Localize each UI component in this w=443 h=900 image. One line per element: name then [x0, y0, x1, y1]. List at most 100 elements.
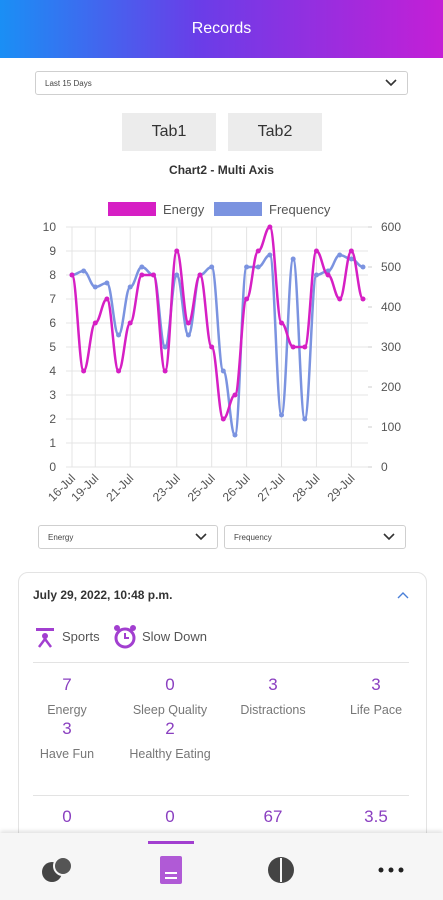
- point: [313, 272, 319, 278]
- point: [92, 284, 98, 290]
- point: [232, 392, 238, 398]
- y-tick-label: 1: [49, 436, 56, 450]
- series-dropdown[interactable]: Energy: [38, 525, 218, 549]
- y-tick-label: 8: [49, 268, 56, 282]
- series-dropdown[interactable]: Frequency: [224, 525, 406, 549]
- tab[interactable]: Tab1: [122, 113, 216, 151]
- metric-value: 0: [165, 675, 175, 694]
- point: [337, 296, 343, 302]
- record-date: July 29, 2022, 10:48 p.m.: [33, 588, 173, 602]
- records-icon[interactable]: [158, 855, 184, 885]
- point: [255, 248, 261, 254]
- metric-label: Life Pace: [349, 703, 403, 717]
- point: [220, 368, 226, 374]
- series-line: [71, 253, 364, 437]
- brain-icon[interactable]: [266, 855, 296, 885]
- select-text: Frequency: [234, 532, 272, 542]
- active-indicator: [148, 841, 194, 844]
- point: [174, 248, 180, 254]
- y-tick-label: 5: [49, 340, 56, 354]
- legend-swatch: [214, 202, 262, 216]
- y2-tick-label: 300: [381, 340, 401, 354]
- range-text: Last 15 Days: [45, 78, 92, 88]
- metric-label: Healthy Eating: [129, 747, 211, 761]
- mood-icon[interactable]: [40, 855, 74, 885]
- tag: Slow Down: [142, 629, 208, 644]
- chart-title: Chart2 - Multi Axis: [169, 163, 274, 177]
- x-tick-label: 19-Jul: [68, 471, 101, 504]
- point: [81, 368, 87, 374]
- x-tick-label: 27-Jul: [255, 471, 288, 504]
- collapse-icon[interactable]: [397, 591, 409, 599]
- tab[interactable]: Tab2: [228, 113, 322, 151]
- point: [209, 344, 215, 350]
- point: [139, 264, 145, 270]
- metric-value: 7: [62, 675, 72, 694]
- x-tick-label: 26-Jul: [220, 471, 253, 504]
- metric-value: 0: [62, 807, 72, 826]
- y-tick-label: 4: [49, 364, 56, 378]
- point: [162, 368, 168, 374]
- point: [290, 344, 296, 350]
- point: [197, 272, 203, 278]
- point: [267, 252, 273, 258]
- y-tick-label: 2: [49, 412, 56, 426]
- point: [244, 296, 250, 302]
- point: [162, 344, 168, 350]
- y2-tick-label: 200: [381, 380, 401, 394]
- point: [313, 248, 319, 254]
- chevron: [195, 533, 207, 541]
- metric-label: Distractions: [240, 703, 306, 717]
- more-icon[interactable]: [378, 867, 404, 873]
- chart: 012345678910010020030040050060016-Jul19-…: [43, 202, 401, 504]
- x-tick-label: 28-Jul: [290, 471, 323, 504]
- point: [92, 320, 98, 326]
- point: [139, 272, 145, 278]
- point: [104, 280, 110, 286]
- clock-icon: [114, 625, 136, 649]
- point: [81, 268, 87, 274]
- y-tick-label: 10: [43, 220, 57, 234]
- metric-value: 0: [165, 807, 175, 826]
- x-tick-label: 21-Jul: [103, 471, 136, 504]
- metric-value: 67: [263, 807, 283, 826]
- point: [348, 248, 354, 254]
- point: [267, 224, 273, 230]
- y2-tick-label: 600: [381, 220, 401, 234]
- point: [279, 412, 285, 418]
- point: [360, 264, 366, 270]
- point: [232, 432, 238, 438]
- tag: Sports: [62, 629, 100, 644]
- point: [116, 368, 122, 374]
- point: [185, 320, 191, 326]
- point: [127, 320, 133, 326]
- header: Records: [0, 0, 443, 58]
- point: [279, 320, 285, 326]
- range-dropdown[interactable]: Last 15 Days: [35, 71, 408, 95]
- point: [337, 252, 343, 258]
- point: [127, 284, 133, 290]
- metric-value: 3.5: [364, 807, 388, 826]
- chevron: [385, 79, 397, 87]
- point: [255, 264, 261, 270]
- y2-tick-label: 100: [381, 420, 401, 434]
- point: [104, 296, 110, 302]
- point: [244, 264, 250, 270]
- metric-value: 3: [62, 719, 72, 738]
- point: [302, 344, 308, 350]
- point: [302, 416, 308, 422]
- sports-icon: [36, 628, 54, 648]
- y-tick-label: 6: [49, 316, 56, 330]
- point: [325, 272, 331, 278]
- point: [220, 416, 226, 422]
- point: [150, 272, 156, 278]
- point: [325, 268, 331, 274]
- point: [348, 256, 354, 262]
- x-tick-label: 25-Jul: [185, 471, 218, 504]
- point: [360, 296, 366, 302]
- legend-swatch: [108, 202, 156, 216]
- point: [69, 272, 75, 278]
- point: [290, 256, 296, 262]
- chevron: [383, 533, 395, 541]
